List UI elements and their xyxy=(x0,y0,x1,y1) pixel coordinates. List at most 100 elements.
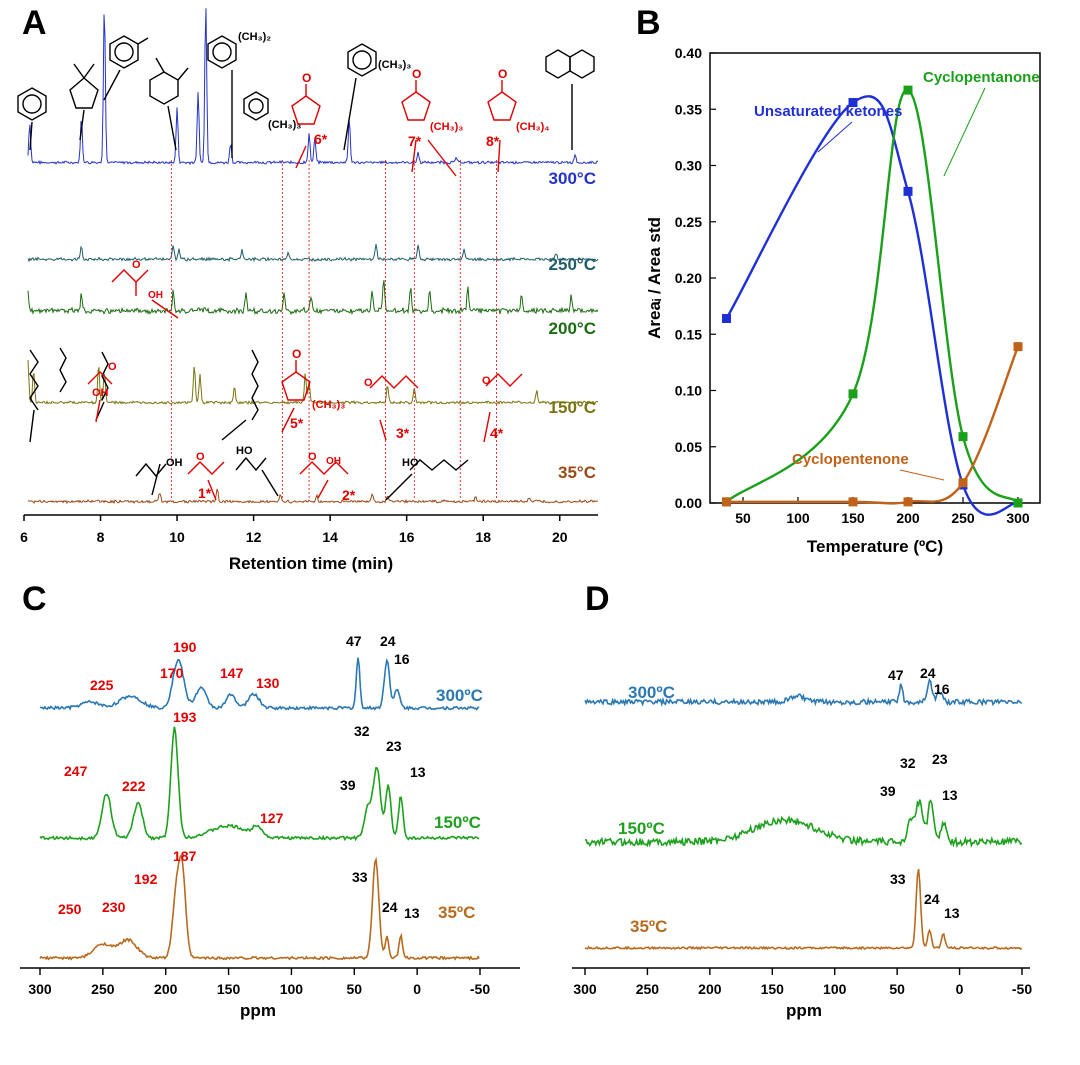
peak-label: 247 xyxy=(64,763,88,779)
peak-label: 13 xyxy=(942,787,958,803)
naphthalene-ring-2 xyxy=(569,49,595,79)
xylene-ring-circle xyxy=(212,42,232,62)
o-label: O xyxy=(412,67,421,81)
ketone-structure-2 xyxy=(299,461,349,475)
arrow-line xyxy=(79,109,85,141)
nmr-tick-label: 50 xyxy=(889,981,905,997)
arrow-line xyxy=(103,69,121,101)
panel-label-a: A xyxy=(22,4,47,42)
a-tick-label: 20 xyxy=(552,529,568,545)
a-structures-red xyxy=(87,80,523,501)
b-pointer-green xyxy=(943,87,986,177)
methyl-bond xyxy=(137,37,149,45)
chromatogram-panel: 6 8 10 12 14 16 18 20 Retention time (min) 300°… xyxy=(17,8,599,573)
compound-2-label: 2* xyxy=(342,487,356,503)
trimethylbenzene-structure-2 xyxy=(347,43,377,77)
b-marker-Unsaturated ketones-35 xyxy=(722,314,731,323)
arrow-line xyxy=(95,399,101,423)
peak-label: 187 xyxy=(173,848,197,864)
arrow-line xyxy=(261,469,279,497)
peak-label: 170 xyxy=(160,665,184,681)
peak-label: 190 xyxy=(173,639,197,655)
nmr-trace-300ºC xyxy=(584,677,1023,708)
arrow-line xyxy=(427,139,457,177)
peak-label: 222 xyxy=(122,778,146,794)
nmr-tick-label: 150 xyxy=(761,981,785,997)
compound-7-label: 7* xyxy=(408,133,422,149)
a-tick-label: 16 xyxy=(399,529,415,545)
peak-label: 23 xyxy=(386,738,402,754)
substituent-label: (CH₃)₄ xyxy=(516,121,550,133)
dimethylcyclohexadiene-structure xyxy=(149,71,179,105)
a-label-150: 150°C xyxy=(549,398,596,417)
c-black-labels: 47 24 16 32 23 13 39 33 24 13 xyxy=(340,633,426,921)
toluene-structure xyxy=(109,35,139,69)
alcohol-structure-3 xyxy=(409,459,469,471)
b-marker-Cyclopentanone-150 xyxy=(848,389,858,399)
a-trace-200°C xyxy=(27,280,599,316)
arrow-line xyxy=(281,407,295,433)
b-y-tick-label: 0.20 xyxy=(675,270,702,286)
o-label: O xyxy=(108,361,117,373)
b-marker-Cyclopentanone-250 xyxy=(958,432,968,442)
alkane-structure xyxy=(29,349,39,411)
o-label: O xyxy=(482,375,491,387)
peak-label: 130 xyxy=(256,675,280,691)
methyl-bond xyxy=(73,63,85,79)
o-label: O xyxy=(498,67,507,81)
xylene-structure xyxy=(207,35,237,69)
b-line-Cyclopentenone xyxy=(726,346,1020,505)
compound-1-label: 1* xyxy=(198,485,212,501)
compound-8-label: 8* xyxy=(486,133,500,149)
oh-label: OH xyxy=(326,456,341,467)
peak-label: 47 xyxy=(346,633,362,649)
panel-label-d: D xyxy=(585,580,610,618)
c-label-150: 150ºC xyxy=(434,813,481,832)
nmr-trace-150ºC xyxy=(39,726,480,842)
b-axes: 50 100 150 200 250 300 0.00 0.05 0.10 0.15 0.20 0.2… xyxy=(675,45,1030,526)
arrow-line xyxy=(483,411,491,443)
alkane-structure-2 xyxy=(59,347,67,393)
arrow-line xyxy=(317,479,329,499)
c-label-35: 35ºC xyxy=(438,903,475,922)
panel-label-b: B xyxy=(636,4,661,42)
peak-label: 32 xyxy=(900,755,916,771)
peak-label: 39 xyxy=(340,777,356,793)
o-label: O xyxy=(292,347,301,361)
b-x-axis-label: Temperature (ºC) xyxy=(807,537,943,556)
arrow-line xyxy=(167,105,177,151)
b-marker-Unsaturated ketones-200 xyxy=(903,186,913,196)
b-plot-frame xyxy=(709,52,1041,504)
a-x-ticks: 6 8 10 12 14 16 18 20 xyxy=(20,515,568,545)
a-trace-250°C xyxy=(27,244,599,263)
a-label-200: 200°C xyxy=(549,319,596,338)
nmr-tick-label: 300 xyxy=(573,981,597,997)
b-marker-Cyclopentenone-150 xyxy=(848,497,858,507)
nmr-tick-label: 0 xyxy=(956,981,964,997)
oh-label: OH xyxy=(166,457,183,469)
a-trace-300°C xyxy=(27,8,599,166)
acid-structure xyxy=(111,269,149,283)
a-structure-text: (CH₃)₂ (CH₃)₃ (CH₃)₃ OH OH HO HO xyxy=(92,31,419,469)
nmr-panel-d: 300 250 200 150 100 50 0 -50 ppm 300ºC 150ºC 35… xyxy=(572,665,1032,1020)
peak-label: 16 xyxy=(934,681,950,697)
b-label-unsaturated-ketones: Unsaturated ketones xyxy=(754,103,902,120)
compound-6-label: 6* xyxy=(314,131,328,147)
ring-label: (CH₃)₂ xyxy=(238,31,271,43)
nmr-tick-label: -50 xyxy=(1012,981,1032,997)
d-x-axis-label: ppm xyxy=(786,1001,822,1020)
a-x-axis-label: Retention time (min) xyxy=(229,554,393,573)
nmr-trace-35ºC xyxy=(584,868,1023,951)
peak-label: 39 xyxy=(880,783,896,799)
peak-label: 230 xyxy=(102,899,126,915)
d-label-150: 150ºC xyxy=(618,819,665,838)
toluene-ring-circle xyxy=(114,42,134,62)
cyclopentanone-5 xyxy=(281,371,311,401)
a-structures-black xyxy=(17,35,595,501)
oh-label: OH xyxy=(92,387,109,399)
ho-label: HO xyxy=(236,445,253,457)
nmr-trace-35ºC xyxy=(39,854,480,961)
arrow-line xyxy=(207,479,217,501)
arrow-line xyxy=(29,409,35,443)
b-y-tick-label: 0.10 xyxy=(675,383,702,399)
